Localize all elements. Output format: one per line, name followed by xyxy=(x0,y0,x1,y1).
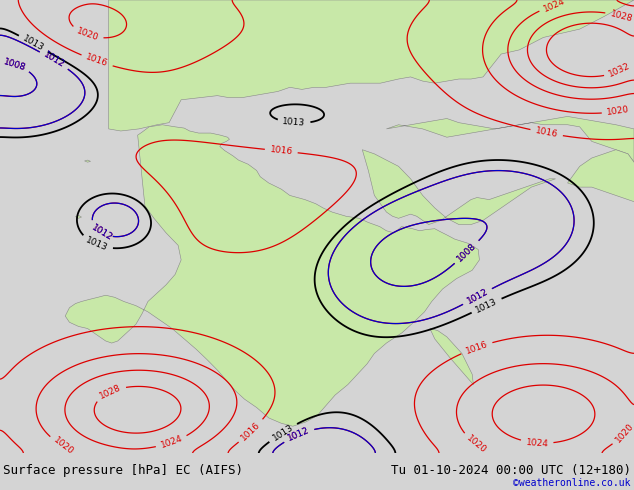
Text: 1020: 1020 xyxy=(75,26,100,43)
Text: 1016: 1016 xyxy=(240,420,262,442)
Text: 1008: 1008 xyxy=(455,241,478,263)
Text: 1024: 1024 xyxy=(542,0,567,14)
Text: 1012: 1012 xyxy=(287,426,311,443)
Text: 1028: 1028 xyxy=(609,9,633,24)
Text: 1016: 1016 xyxy=(84,53,109,69)
Polygon shape xyxy=(84,160,91,162)
Text: Tu 01-10-2024 00:00 UTC (12+180): Tu 01-10-2024 00:00 UTC (12+180) xyxy=(391,464,631,477)
Text: 1012: 1012 xyxy=(42,50,66,70)
Text: 1020: 1020 xyxy=(465,434,488,455)
Text: 1032: 1032 xyxy=(607,62,632,79)
Polygon shape xyxy=(65,125,479,426)
Text: 1012: 1012 xyxy=(287,426,311,443)
Text: 1012: 1012 xyxy=(89,223,113,243)
Text: 1012: 1012 xyxy=(89,223,113,243)
Text: 1012: 1012 xyxy=(465,287,489,306)
Text: 1016: 1016 xyxy=(534,126,559,139)
Text: 1013: 1013 xyxy=(84,236,109,253)
Text: 1020: 1020 xyxy=(52,436,75,457)
Polygon shape xyxy=(108,0,634,131)
Text: 1024: 1024 xyxy=(159,434,184,450)
Text: 1028: 1028 xyxy=(98,383,122,401)
Text: 1016: 1016 xyxy=(464,340,489,356)
Text: 1013: 1013 xyxy=(474,296,499,315)
Polygon shape xyxy=(387,117,634,162)
Text: 1012: 1012 xyxy=(42,50,66,70)
Polygon shape xyxy=(567,150,634,204)
Text: 1008: 1008 xyxy=(455,241,478,263)
Text: Surface pressure [hPa] EC (AIFS): Surface pressure [hPa] EC (AIFS) xyxy=(3,464,243,477)
Text: 1013: 1013 xyxy=(21,34,46,53)
Text: 1013: 1013 xyxy=(271,422,295,442)
Polygon shape xyxy=(75,216,82,219)
Text: 1008: 1008 xyxy=(2,57,27,72)
Text: 1008: 1008 xyxy=(2,57,27,72)
Text: ©weatheronline.co.uk: ©weatheronline.co.uk xyxy=(514,478,631,488)
Text: 1020: 1020 xyxy=(614,421,634,444)
Text: 1013: 1013 xyxy=(282,117,306,128)
Text: 1016: 1016 xyxy=(269,146,293,157)
Text: 1020: 1020 xyxy=(606,105,630,117)
Polygon shape xyxy=(362,150,555,224)
Text: 1024: 1024 xyxy=(526,438,549,448)
Text: 1012: 1012 xyxy=(465,287,489,306)
Polygon shape xyxy=(430,328,474,385)
